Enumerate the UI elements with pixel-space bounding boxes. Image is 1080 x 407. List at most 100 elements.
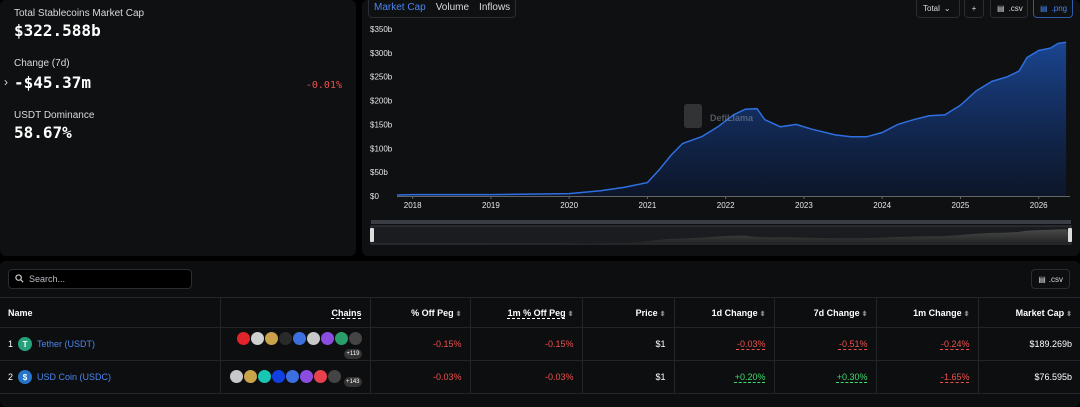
sort-icon: ⬍	[759, 310, 766, 318]
chain-icon[interactable]	[230, 369, 244, 383]
change-1d-value: -0.03%	[736, 339, 766, 349]
chain-icons	[230, 369, 342, 383]
png-label: .png	[1051, 4, 1068, 13]
chains-cell: +119	[220, 327, 371, 361]
tab-market-cap[interactable]: Market Cap	[374, 2, 426, 13]
col-name-label: Name	[8, 307, 33, 318]
total-select[interactable]: Total ⌄	[916, 0, 960, 18]
table-row[interactable]: 1 T Tether (USDT) +119 -0.15% -0.15% $1 …	[0, 327, 1080, 361]
coin-name-link[interactable]: Tether (USDT)	[37, 339, 96, 349]
download-csv-button[interactable]: ▤ .csv	[990, 0, 1028, 18]
stablecoins-table: Name Chains % Off Peg ⬍ 1m % Off Peg ⬍ Pri…	[0, 297, 1080, 394]
expand-chevron-icon[interactable]: ›	[4, 75, 8, 89]
search-input[interactable]	[29, 274, 179, 284]
chain-icon[interactable]	[250, 331, 264, 345]
sort-icon: ⬍	[963, 310, 970, 318]
col-off-peg-label: % Off Peg	[411, 307, 454, 318]
table-csv-label: .csv	[1048, 274, 1063, 284]
col-7d-change[interactable]: 7d Change ⬍	[774, 297, 877, 328]
chain-icon[interactable]	[306, 331, 320, 345]
range-handle-left	[370, 228, 374, 242]
chain-icon[interactable]	[320, 331, 334, 345]
name-cell: 1 T Tether (USDT)	[0, 327, 221, 361]
chain-icon[interactable]	[244, 369, 258, 383]
change-7d-cell: -0.51%	[774, 327, 877, 361]
chain-icon[interactable]	[286, 369, 300, 383]
change-label: Change (7d)	[14, 58, 70, 69]
price-cell: $1	[582, 360, 675, 394]
chain-icon[interactable]	[236, 331, 250, 345]
off-peg-1m-cell: -0.15%	[470, 327, 583, 361]
tab-volume[interactable]: Volume	[435, 2, 470, 13]
more-chains-badge[interactable]: +119	[344, 348, 362, 359]
mcap-cell: $76.595b	[978, 360, 1080, 394]
download-png-button[interactable]: ▤ .png	[1033, 0, 1073, 18]
chain-icon[interactable]	[272, 369, 286, 383]
market-cap-line	[396, 41, 1067, 196]
chain-icon[interactable]	[292, 331, 306, 345]
tab-inflows[interactable]: Inflows	[479, 2, 511, 13]
col-1d-change[interactable]: 1d Change ⬍	[674, 297, 775, 328]
chain-icon[interactable]	[258, 369, 272, 383]
usdc-icon: $	[18, 370, 33, 384]
col-chains-label: Chains	[331, 307, 362, 318]
y-tick-label: $250b	[370, 73, 393, 82]
chains-cell: +143	[220, 360, 371, 394]
chain-icon[interactable]	[264, 331, 278, 345]
col-7d-label: 7d Change	[813, 307, 860, 318]
chain-icon[interactable]	[328, 369, 342, 383]
off-peg-1m-cell: -0.03%	[470, 360, 583, 394]
change-1d-value: +0.20%	[734, 372, 766, 382]
col-price-label: Price	[635, 307, 658, 318]
sort-icon: ⬍	[861, 310, 868, 318]
change-7d-value: +0.30%	[836, 372, 868, 382]
chain-icon[interactable]	[334, 331, 348, 345]
coin-name-link[interactable]: USD Coin (USDC)	[37, 372, 112, 382]
table-header-row: Name Chains % Off Peg ⬍ 1m % Off Peg ⬍ Pri…	[0, 297, 1080, 328]
y-tick-label: $300b	[370, 49, 393, 58]
y-tick-label: $50b	[370, 168, 388, 177]
col-1d-label: 1d Change	[711, 307, 758, 318]
col-1m-change[interactable]: 1m Change ⬍	[876, 297, 979, 328]
total-mcap-label: Total Stablecoins Market Cap	[14, 8, 145, 19]
sort-icon: ⬍	[455, 310, 462, 318]
more-chains-badge[interactable]: +143	[343, 376, 362, 387]
image-icon: ▤	[1040, 4, 1048, 13]
sort-icon: ⬍	[567, 310, 574, 318]
range-brush-top	[371, 220, 1071, 224]
col-market-cap[interactable]: Market Cap ⬍	[978, 297, 1080, 328]
table-panel: ▤ .csv Name Chains % Off Peg⬍ 1m % Off P…	[0, 261, 1080, 407]
search-box[interactable]	[8, 269, 192, 289]
y-tick-label: $0	[370, 192, 379, 201]
col-off-peg[interactable]: % Off Peg ⬍	[370, 297, 471, 328]
x-tick-label: 2023	[795, 201, 813, 210]
y-tick-label: $350b	[370, 25, 393, 34]
sort-icon: ⬍	[1066, 310, 1072, 318]
off-peg-cell: -0.03%	[370, 360, 471, 394]
x-tick-label: 2019	[482, 201, 500, 210]
search-icon	[15, 270, 24, 288]
total-mcap-value: $322.588b	[14, 21, 101, 40]
change-1m-value: -0.24%	[940, 339, 970, 349]
x-tick-label: 2025	[952, 201, 970, 210]
table-row[interactable]: 2 $ USD Coin (USDC) +143 -0.03% -0.03% $…	[0, 360, 1080, 394]
chain-icon[interactable]	[348, 331, 362, 345]
chart-tabs: Market Cap Volume Inflows	[368, 0, 517, 18]
chain-icon[interactable]	[278, 331, 292, 345]
rank: 1	[8, 339, 14, 349]
sort-icon: ⬍	[659, 310, 666, 318]
table-csv-button[interactable]: ▤ .csv	[1031, 269, 1070, 289]
x-tick-label: 2018	[404, 201, 422, 210]
total-select-label: Total	[923, 4, 940, 13]
col-price[interactable]: Price ⬍	[582, 297, 675, 328]
change-percent: -0.01%	[305, 80, 342, 91]
chain-icons	[236, 331, 362, 345]
chain-icon[interactable]	[300, 369, 314, 383]
add-button[interactable]: +	[964, 0, 984, 18]
col-name[interactable]: Name	[0, 297, 221, 328]
col-off-peg-1m[interactable]: 1m % Off Peg ⬍	[470, 297, 583, 328]
chain-icon[interactable]	[314, 369, 328, 383]
watermark-text: DefiLlama	[710, 113, 754, 123]
col-chains[interactable]: Chains	[220, 297, 371, 328]
file-icon: ▤	[997, 4, 1005, 13]
